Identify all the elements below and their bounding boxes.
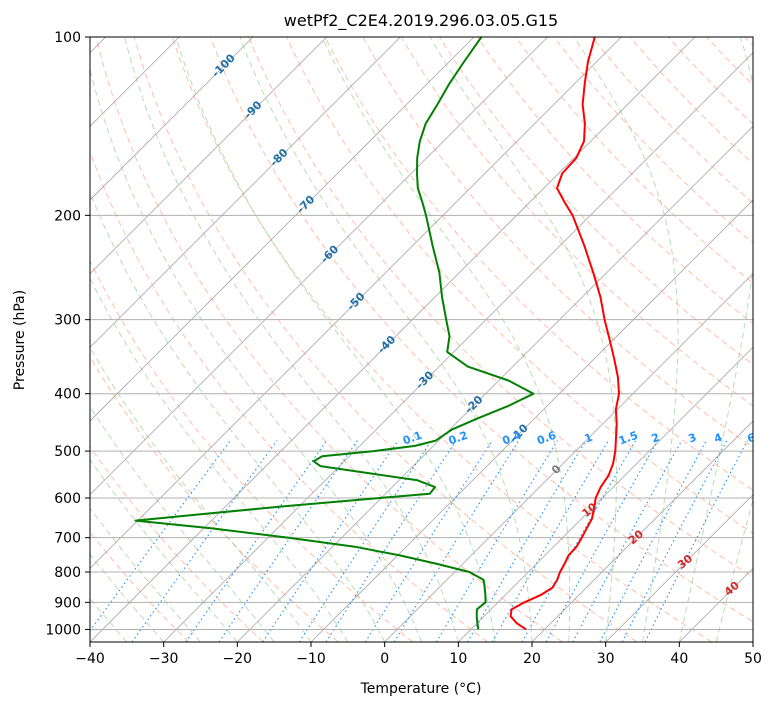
isotherm-line <box>237 125 753 642</box>
y-tick-label: 600 <box>54 491 81 507</box>
moist-adiabat <box>678 37 753 642</box>
moist-adiabat <box>90 507 201 642</box>
dry-adiabat <box>210 37 753 623</box>
mixing-ratio-label: 0.1 <box>401 429 424 448</box>
isotherm-line <box>458 346 753 642</box>
isotherm-line <box>90 37 401 348</box>
moist-adiabat <box>573 37 679 642</box>
mixing-ratio-label: 0.2 <box>447 429 470 448</box>
dry-adiabat <box>248 37 753 578</box>
isotherm-line <box>90 37 254 201</box>
dry-adiabat <box>286 37 753 534</box>
mixing-ratio-line <box>572 440 683 642</box>
mixing-ratio-line <box>131 440 278 642</box>
moist-adiabat <box>429 37 617 642</box>
dry-adiabat <box>171 37 712 642</box>
y-tick-label: 200 <box>54 208 81 224</box>
moist-adiabat <box>124 37 459 642</box>
isotherm-line <box>384 273 753 642</box>
y-tick-label: 400 <box>54 387 81 403</box>
mixing-ratio-line <box>545 440 659 642</box>
moist-adiabat <box>90 553 165 642</box>
x-tick-label: 20 <box>523 651 541 667</box>
dry-adiabat <box>95 37 563 642</box>
mixing-ratio-line <box>393 440 520 642</box>
mixing-ratio-line <box>621 440 728 642</box>
x-tick-label: 50 <box>744 651 762 667</box>
isotherm-line <box>605 494 753 642</box>
moist-adiabat <box>715 498 753 642</box>
mixing-ratio-line <box>644 440 748 642</box>
mixing-ratio-line <box>185 440 328 642</box>
sounding-profiles <box>134 37 620 631</box>
dry-adiabat <box>90 259 414 642</box>
moist-adiabat <box>90 277 349 642</box>
x-tick-label: 30 <box>597 651 615 667</box>
mixing-ratio-line <box>364 440 493 642</box>
mixing-ratio-label: 6 <box>746 431 758 446</box>
x-axis-label: Temperature (°C) <box>360 681 482 697</box>
mixing-ratio-label: 1 <box>583 431 595 446</box>
moist-adiabat <box>90 67 422 642</box>
dewpoint-line <box>134 37 535 630</box>
mixing-ratio-label: 3 <box>687 431 699 446</box>
mixing-ratio-label: 2 <box>650 431 662 446</box>
mixing-ratio-label: 0.6 <box>535 429 558 448</box>
moist-adiabat <box>321 37 571 642</box>
x-tick-label: −30 <box>149 651 179 667</box>
isotherm-line <box>163 52 753 642</box>
y-tick-label: 700 <box>54 531 81 547</box>
x-tick-label: 0 <box>380 651 389 667</box>
dry-adiabat <box>90 445 264 642</box>
mixing-ratio-line <box>599 440 707 642</box>
dry-adiabat <box>324 37 753 491</box>
moist-adiabat <box>90 458 238 642</box>
temperature-line <box>509 37 620 631</box>
mixing-ratio-label: 0.4 <box>501 429 524 448</box>
y-tick-label: 100 <box>54 30 81 46</box>
pressure-gridlines <box>90 37 753 630</box>
moist-adiabat <box>90 597 128 642</box>
isotherm-line <box>90 37 327 275</box>
x-axis-ticks: −40 −30 −20 −10 0 10 20 30 40 50 <box>75 642 762 667</box>
mixing-ratio-label: 1.5 <box>617 429 640 448</box>
x-tick-label: −20 <box>223 651 253 667</box>
x-tick-label: 10 <box>449 651 467 667</box>
isotherm-line <box>90 37 548 496</box>
y-axis-ticks: 100 200 300 400 500 600 700 800 900 1000 <box>45 30 90 638</box>
mixing-ratio-line <box>491 440 609 642</box>
y-tick-label: 800 <box>54 565 81 581</box>
moist-adiabat <box>90 346 312 642</box>
chart-title: wetPf2_C2E4.2019.296.03.05.G15 <box>284 11 558 31</box>
mixing-ratio-line <box>435 440 558 642</box>
y-tick-label: 500 <box>54 444 81 460</box>
moist-adiabat <box>175 37 496 642</box>
mixing-ratio-line <box>298 440 432 642</box>
isotherm-line <box>90 37 622 569</box>
isotherm-line <box>90 37 475 422</box>
y-tick-label: 1000 <box>45 622 81 638</box>
moist-adiabat <box>90 405 275 642</box>
plot-frame <box>89 36 754 643</box>
mixing-ratio-label: 4 <box>712 431 724 446</box>
dry-adiabat <box>515 37 753 284</box>
x-tick-label: −40 <box>75 651 105 667</box>
y-axis-label: Pressure (hPa) <box>12 290 28 390</box>
moist-adiabat <box>90 190 386 642</box>
y-tick-label: 300 <box>54 313 81 329</box>
x-tick-label: −10 <box>296 651 326 667</box>
y-tick-label: 900 <box>54 595 81 611</box>
mixing-ratio-line <box>467 440 587 642</box>
background-lines <box>90 37 753 642</box>
mixing-ratio-line <box>521 440 637 642</box>
x-tick-label: 40 <box>670 651 688 667</box>
isotherm-line <box>531 420 753 642</box>
